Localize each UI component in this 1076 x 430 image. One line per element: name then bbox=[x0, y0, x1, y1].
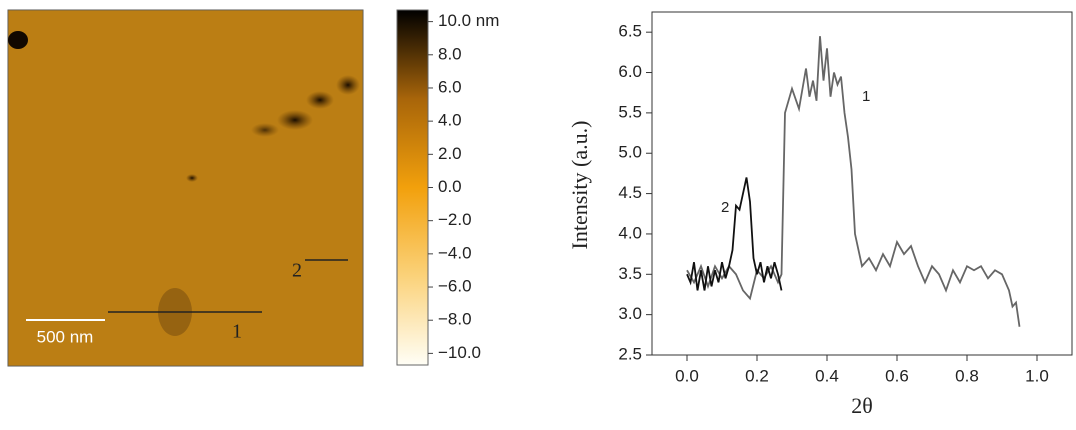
y-tick-label: 2.5 bbox=[618, 344, 642, 363]
data-line bbox=[686, 177, 783, 291]
colorbar-tick-label: −4.0 bbox=[438, 243, 472, 262]
x-tick-label: 0.4 bbox=[815, 366, 839, 385]
y-tick-label: 3.0 bbox=[618, 304, 642, 323]
colorbar-tick-label: 8.0 bbox=[438, 44, 462, 63]
x-tick-label: 0.2 bbox=[745, 366, 769, 385]
colorbar-tick-label: −10.0 bbox=[438, 343, 481, 362]
x-tick-label: 0.6 bbox=[885, 366, 909, 385]
profile-label: 1 bbox=[232, 321, 242, 343]
y-tick-label: 5.0 bbox=[618, 143, 642, 162]
afm-particle bbox=[277, 110, 313, 130]
y-axis-title: Intensity (a.u.) bbox=[567, 121, 592, 250]
series-label: 1 bbox=[862, 88, 870, 105]
y-tick-label: 5.5 bbox=[618, 102, 642, 121]
colorbar-tick-label: −6.0 bbox=[438, 277, 472, 296]
afm-particle bbox=[336, 75, 360, 95]
x-tick-label: 0.8 bbox=[955, 366, 979, 385]
y-tick-label: 3.5 bbox=[618, 264, 642, 283]
afm-particle bbox=[251, 123, 279, 137]
colorbar-tick-label: 0.0 bbox=[438, 177, 462, 196]
colorbar-tick-label: 10.0 nm bbox=[438, 11, 499, 30]
y-tick-label: 4.0 bbox=[618, 223, 642, 242]
x-axis-title: 2θ bbox=[851, 393, 873, 418]
scale-bar-label: 500 nm bbox=[37, 327, 94, 346]
afm-particle bbox=[8, 31, 28, 49]
x-tick-label: 1.0 bbox=[1025, 366, 1049, 385]
profile-label: 2 bbox=[292, 260, 302, 282]
colorbar bbox=[396, 9, 429, 366]
colorbar-tick-label: −8.0 bbox=[438, 310, 472, 329]
afm-particle bbox=[186, 174, 198, 182]
colorbar-tick-label: 6.0 bbox=[438, 77, 462, 96]
data-line bbox=[686, 36, 1021, 327]
colorbar-tick-label: −2.0 bbox=[438, 210, 472, 229]
colorbar-tick-label: 2.0 bbox=[438, 144, 462, 163]
afm-image: 500 nm 1 2 bbox=[7, 9, 364, 367]
x-tick-label: 0.0 bbox=[675, 366, 699, 385]
y-tick-label: 6.0 bbox=[618, 62, 642, 81]
plot-frame bbox=[651, 11, 1073, 356]
colorbar-tick-label: 4.0 bbox=[438, 111, 462, 130]
series-label: 2 bbox=[721, 199, 729, 216]
y-tick-label: 6.5 bbox=[618, 22, 642, 41]
y-tick-label: 4.5 bbox=[618, 183, 642, 202]
afm-particle bbox=[306, 91, 334, 109]
